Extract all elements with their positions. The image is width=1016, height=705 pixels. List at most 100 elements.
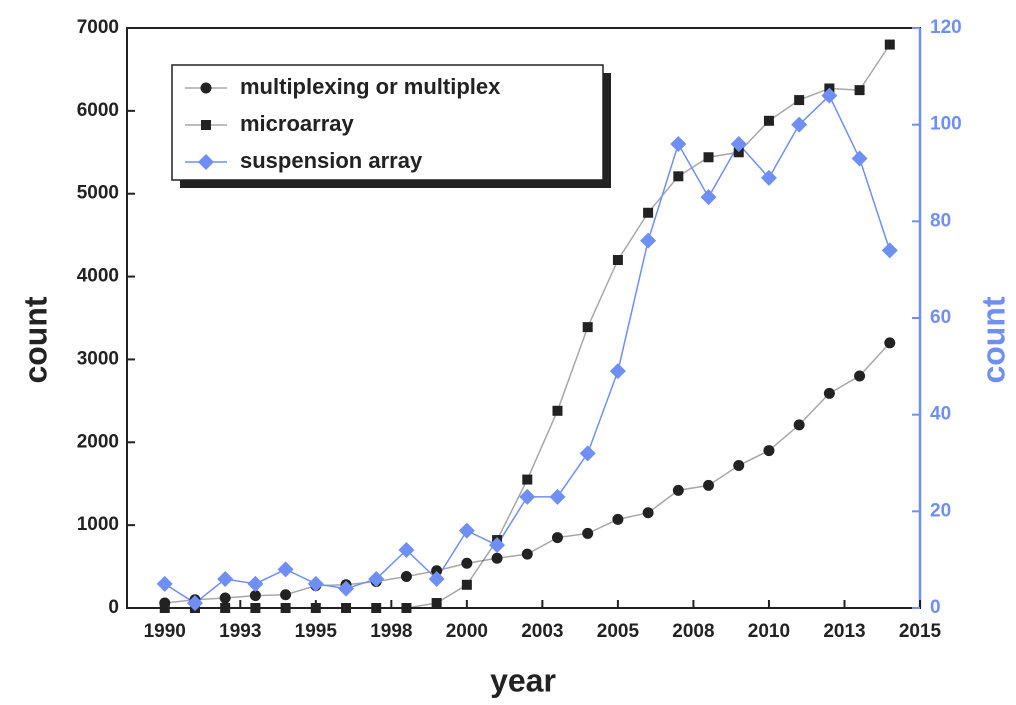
point [368, 571, 385, 587]
point [249, 590, 261, 602]
point [280, 603, 291, 613]
y2-tick-label: 80 [930, 210, 951, 231]
y-tick-label: 3000 [77, 348, 119, 369]
point [823, 387, 835, 399]
y2-tick-label: 60 [930, 307, 951, 328]
point [159, 603, 170, 613]
point [821, 87, 838, 104]
x-tick-label: 2005 [597, 621, 640, 642]
y-tick-label: 1000 [77, 514, 119, 535]
point [672, 484, 684, 496]
point [673, 171, 684, 182]
point [338, 580, 355, 597]
point [733, 147, 744, 158]
point [763, 115, 774, 126]
point [582, 527, 594, 539]
point [431, 598, 442, 609]
point [854, 370, 866, 382]
legend-marker [198, 154, 214, 170]
point [730, 136, 747, 152]
point [521, 548, 533, 560]
y-tick-label: 6000 [77, 100, 119, 121]
point [398, 542, 415, 558]
point [247, 575, 264, 592]
x-tick-label: 1998 [370, 621, 412, 642]
y-tick-label: 5000 [77, 183, 119, 204]
point [277, 561, 294, 578]
x-tick-label: 2000 [446, 621, 488, 642]
point [489, 537, 506, 554]
y2-tick-label: 120 [930, 17, 962, 38]
y-tick-label: 0 [108, 597, 119, 618]
legend-marker [200, 82, 212, 94]
point [884, 39, 895, 50]
legend-marker [201, 120, 211, 130]
legend-label: microarray [240, 111, 355, 136]
x-tick-label: 1990 [144, 621, 186, 642]
x-tick-label: 1995 [295, 621, 338, 642]
point [609, 363, 626, 380]
point [793, 419, 805, 431]
point [310, 603, 321, 613]
x-tick-label: 2010 [748, 621, 790, 642]
x-tick-label: 2008 [672, 621, 714, 642]
point [186, 595, 203, 612]
x-axis-title: year [490, 662, 556, 698]
point [280, 589, 292, 601]
point [791, 116, 808, 133]
y2-tick-label: 40 [930, 404, 951, 425]
point [670, 136, 687, 152]
legend-label: multiplexing or multiplex [240, 74, 501, 99]
x-tick-label: 2013 [823, 621, 865, 642]
point [549, 488, 566, 505]
x-tick-label: 1993 [219, 621, 261, 642]
y2-tick-label: 100 [930, 114, 962, 135]
point [522, 474, 533, 485]
point [519, 488, 536, 505]
point [250, 603, 261, 613]
y-tick-label: 7000 [77, 17, 119, 38]
point [400, 571, 412, 583]
point [851, 150, 868, 167]
point [371, 603, 382, 613]
y-axis-title: count [17, 296, 53, 383]
x-tick-label: 2003 [521, 621, 563, 642]
point [854, 85, 865, 96]
point [760, 169, 777, 186]
x-tick-label: 2015 [899, 621, 942, 642]
point [582, 322, 593, 333]
point [643, 207, 654, 218]
point [428, 571, 445, 587]
y-tick-label: 2000 [77, 431, 119, 452]
point [552, 405, 563, 416]
point [703, 152, 714, 163]
point [703, 479, 715, 491]
series-line [164, 342, 891, 604]
point [642, 507, 654, 519]
point [579, 445, 596, 462]
point [612, 513, 624, 525]
point [219, 592, 231, 604]
point [156, 575, 173, 592]
point [401, 603, 412, 613]
point [700, 189, 717, 206]
point [341, 603, 352, 613]
point [640, 232, 657, 249]
point [733, 459, 745, 471]
point [551, 532, 563, 544]
point [763, 445, 775, 457]
y2-axis-title: count [975, 296, 1011, 383]
point [491, 552, 503, 564]
legend-label: suspension array [240, 148, 423, 173]
legend-box [171, 64, 604, 181]
point [461, 557, 473, 569]
point [217, 571, 234, 587]
y-tick-label: 4000 [77, 266, 119, 287]
point [307, 575, 324, 592]
point [612, 255, 623, 265]
point [458, 522, 475, 539]
point [461, 579, 472, 590]
y2-tick-label: 20 [930, 500, 951, 521]
y2-tick-label: 0 [930, 597, 941, 618]
